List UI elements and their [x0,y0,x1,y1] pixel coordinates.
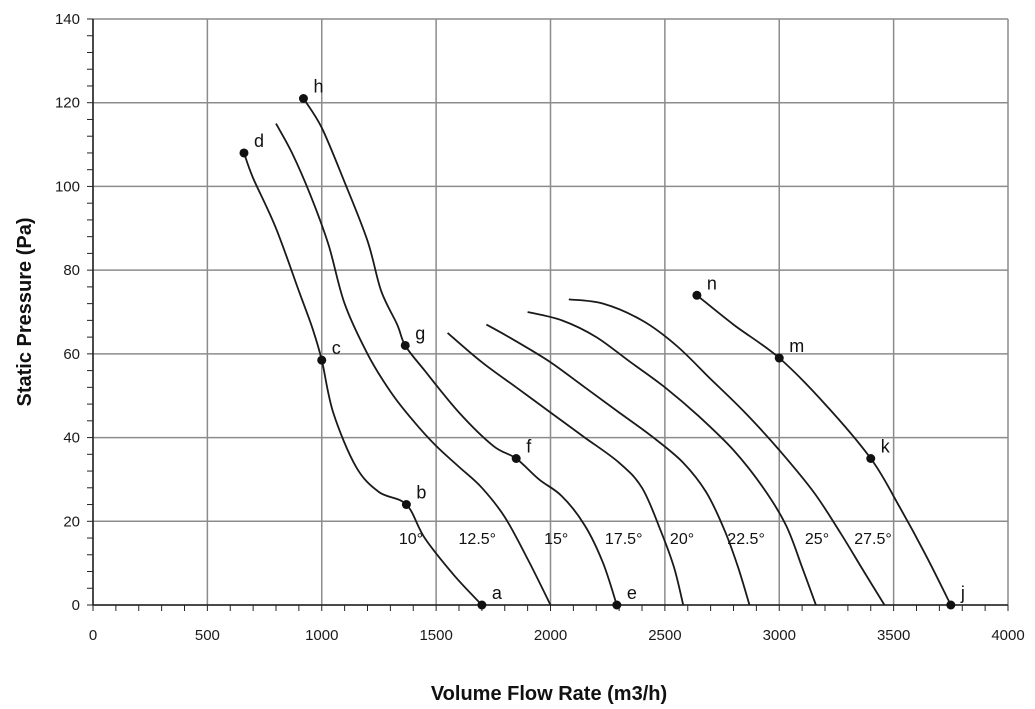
angle-label: 10° [399,531,423,548]
curve-25deg [568,298,886,606]
y-tick-label: 60 [63,346,80,363]
point-label-j: j [960,583,965,603]
x-tick-labels: 0 500 1000 1500 2000 2500 3000 3500 4000 [89,627,1025,644]
minor-ticks [87,18,1009,611]
angle-label: 27.5° [854,531,892,548]
point-label-c: c [332,338,341,358]
point-label-e: e [627,583,637,603]
angle-label: 20° [670,531,694,548]
point-f [511,454,521,463]
x-tick-label: 500 [195,627,220,644]
curves-layer [243,98,952,606]
point-label-m: m [789,336,804,356]
angle-label: 15° [544,531,568,548]
y-tick-label: 120 [55,95,80,112]
point-a [477,600,487,610]
point-j [946,600,956,610]
x-tick-label: 2000 [534,627,567,644]
point-e [612,600,622,610]
point-g [400,340,410,350]
point-label-g: g [415,323,425,343]
point-c [317,355,327,365]
x-tick-label: 2500 [648,627,681,644]
point-k [866,454,876,463]
marked-points-layer: a b c d e f g h j k m n [239,77,965,610]
curve-10deg [243,152,483,606]
curve-20deg [485,323,751,606]
y-tick-labels: 0 20 40 60 80 100 120 140 [55,11,80,614]
x-tick-label: 4000 [991,627,1024,644]
curve-12.5deg [275,123,552,606]
curve-22.5deg [527,311,817,606]
point-label-d: d [254,131,264,151]
curve-15deg [302,98,618,606]
angle-label: 12.5° [459,531,497,548]
grid-lines [92,18,1009,606]
point-d [239,148,249,158]
point-h [298,94,308,104]
y-tick-label: 100 [55,178,80,195]
angle-labels: 10° 12.5° 15° 17.5° 20° 22.5° 25° 27.5° [399,531,892,548]
y-tick-label: 0 [72,597,80,614]
angle-label: 25° [805,531,829,548]
point-label-h: h [313,77,323,97]
point-label-b: b [416,483,426,503]
x-tick-label: 3500 [877,627,910,644]
point-label-f: f [526,437,532,457]
x-tick-label: 1000 [305,627,338,644]
y-tick-label: 80 [63,262,80,279]
angle-label: 17.5° [605,531,643,548]
point-b [401,500,411,510]
point-label-a: a [492,583,503,603]
x-tick-label: 3000 [763,627,796,644]
point-n [692,290,702,300]
curve-27.5deg [696,294,952,606]
x-tick-label: 0 [89,627,97,644]
x-tick-label: 1500 [419,627,452,644]
y-tick-label: 20 [63,513,80,530]
y-tick-label: 40 [63,430,80,447]
point-m [774,353,784,363]
y-tick-label: 140 [55,11,80,28]
y-axis-title: Static Pressure (Pa) [14,218,36,407]
curve-17.5deg [447,332,685,606]
point-label-n: n [707,273,717,293]
point-label-k: k [881,437,891,457]
angle-label: 22.5° [727,531,765,548]
x-axis-title: Volume Flow Rate (m3/h) [431,683,667,705]
